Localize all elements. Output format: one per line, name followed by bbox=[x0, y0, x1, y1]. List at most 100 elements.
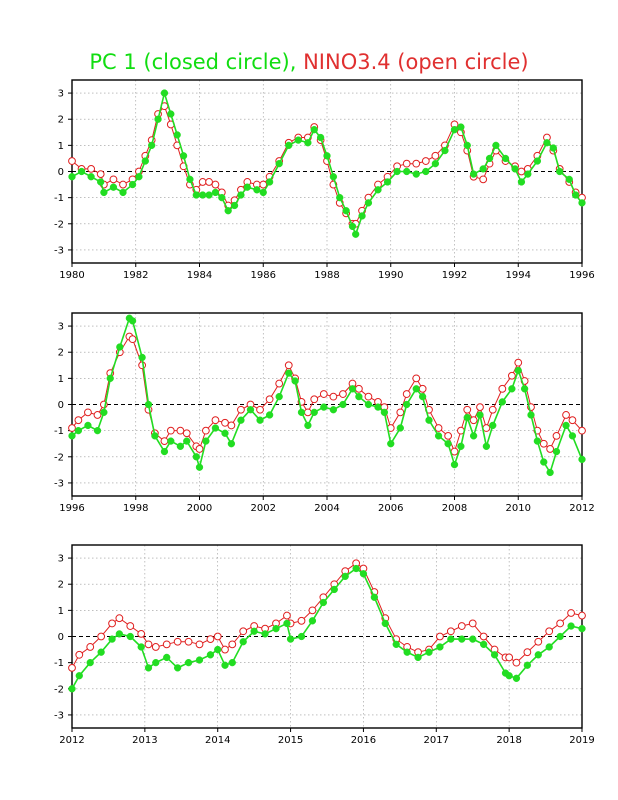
pc1-point bbox=[512, 674, 521, 682]
x-tick-label: 1984 bbox=[187, 270, 212, 281]
pc1-point bbox=[457, 442, 465, 450]
x-tick-label: 1980 bbox=[59, 270, 84, 281]
nino34-point bbox=[310, 395, 319, 404]
pc1-point bbox=[517, 178, 526, 186]
pc1-point bbox=[556, 632, 564, 641]
pc1-point bbox=[119, 188, 127, 197]
nino34-point bbox=[184, 637, 193, 646]
pc1-point bbox=[237, 191, 245, 199]
pc1-point bbox=[546, 468, 554, 477]
y-tick-label: -3 bbox=[54, 710, 64, 721]
pc1-point bbox=[330, 585, 338, 594]
pc1-point bbox=[265, 411, 274, 419]
nino34-point bbox=[434, 424, 443, 432]
nino34-point bbox=[256, 405, 264, 414]
pc1-point bbox=[237, 416, 245, 424]
nino34-point bbox=[195, 640, 204, 649]
pc1-point bbox=[221, 429, 229, 437]
y-tick-label: 2 bbox=[58, 115, 64, 126]
pc1-point bbox=[310, 126, 318, 134]
pc1-point bbox=[469, 170, 478, 178]
pc1-point bbox=[163, 653, 171, 662]
pc1-point bbox=[463, 413, 471, 422]
nino34-point bbox=[176, 426, 185, 435]
nino34-point bbox=[151, 643, 160, 651]
nino34-point bbox=[498, 384, 507, 393]
nino34-point bbox=[86, 643, 95, 651]
pc1-point bbox=[457, 123, 465, 131]
pc1-point bbox=[106, 374, 114, 383]
nino34-point bbox=[68, 157, 76, 165]
pc1-point bbox=[265, 178, 274, 186]
x-tick-label: 2017 bbox=[424, 735, 449, 746]
y-tick-label: 0 bbox=[58, 632, 64, 643]
pc1-point bbox=[425, 648, 433, 656]
pc1-point bbox=[135, 173, 143, 181]
pc1-point bbox=[128, 317, 137, 325]
nino34-point bbox=[578, 611, 586, 620]
pc1-point bbox=[230, 201, 239, 210]
pc1-point bbox=[68, 432, 76, 440]
pc1-point bbox=[87, 173, 95, 181]
nino34-point bbox=[75, 650, 84, 659]
nino34-point bbox=[128, 335, 137, 344]
pc1-point bbox=[533, 157, 542, 165]
nino34-point bbox=[137, 629, 146, 638]
x-tick-label: 2014 bbox=[205, 735, 230, 746]
pc1-point bbox=[479, 640, 488, 648]
y-tick-label: -3 bbox=[54, 245, 64, 256]
pc1-point bbox=[151, 432, 159, 440]
nino34-point bbox=[507, 371, 516, 380]
pc1-point bbox=[476, 411, 484, 419]
nino34-point bbox=[319, 390, 328, 398]
x-tick-label: 1994 bbox=[506, 270, 531, 281]
pc1-point bbox=[364, 199, 373, 207]
nino34-point bbox=[534, 637, 543, 646]
x-tick-label: 1982 bbox=[123, 270, 148, 281]
pc1-point bbox=[250, 627, 258, 635]
pc1-point bbox=[297, 408, 306, 416]
x-tick-label: 2012 bbox=[59, 735, 84, 746]
nino34-point bbox=[552, 431, 561, 440]
pc1-point bbox=[77, 167, 86, 176]
nino34-point bbox=[284, 361, 293, 370]
pc1-point bbox=[214, 645, 222, 654]
nino34-point bbox=[303, 408, 312, 417]
nino34-point bbox=[514, 358, 523, 367]
nino34-point bbox=[562, 411, 570, 419]
nino34-point bbox=[364, 392, 373, 401]
pc1-point bbox=[393, 167, 401, 176]
pc1-point bbox=[469, 635, 477, 643]
x-tick-label: 1988 bbox=[314, 270, 339, 281]
pc1-point bbox=[534, 651, 542, 659]
nino34-point bbox=[488, 405, 497, 414]
nino34-point bbox=[418, 384, 427, 393]
nino34-point bbox=[469, 416, 478, 425]
pc1-point bbox=[211, 424, 220, 432]
pc1-point bbox=[227, 440, 236, 448]
nino34-point bbox=[421, 157, 430, 165]
nino34-point bbox=[265, 395, 274, 404]
pc1-point bbox=[75, 672, 83, 680]
x-tick-label: 2012 bbox=[569, 503, 594, 514]
pc1-point bbox=[540, 458, 548, 466]
nino34-point bbox=[476, 403, 484, 412]
pc1-series-line bbox=[71, 567, 583, 690]
pc1-point bbox=[138, 353, 146, 362]
pc1-point bbox=[126, 632, 134, 641]
nino34-point bbox=[283, 611, 291, 620]
pc1-point bbox=[167, 110, 175, 118]
nino34-point bbox=[412, 374, 421, 383]
pc1-point bbox=[450, 460, 459, 469]
y-tick-label: 0 bbox=[58, 167, 64, 178]
pc1-point bbox=[342, 207, 350, 215]
pc1-point bbox=[152, 658, 160, 667]
pc1-point bbox=[450, 126, 459, 134]
pc1-point bbox=[283, 619, 291, 628]
pc1-point bbox=[68, 685, 76, 693]
pc1-point bbox=[568, 432, 577, 440]
pc1-point bbox=[565, 175, 573, 183]
pc1-point bbox=[508, 385, 516, 393]
pc1-point bbox=[511, 165, 519, 173]
